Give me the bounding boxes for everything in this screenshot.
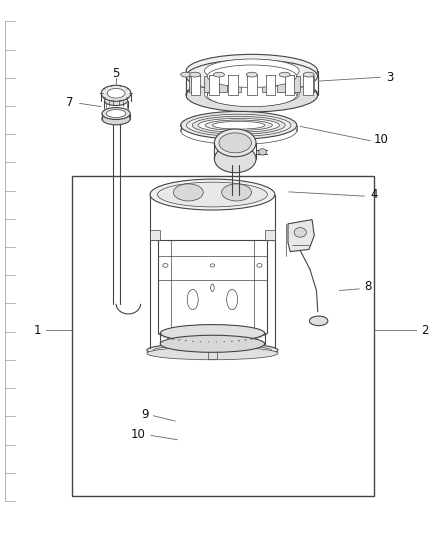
Bar [204, 76, 212, 92]
Bar [208, 351, 217, 359]
Text: 10: 10 [131, 428, 146, 441]
Bar [285, 75, 294, 95]
Ellipse shape [187, 114, 291, 136]
Polygon shape [150, 230, 159, 240]
Ellipse shape [107, 88, 125, 98]
Ellipse shape [207, 65, 297, 87]
Text: 10: 10 [374, 133, 389, 146]
Ellipse shape [160, 325, 265, 342]
Ellipse shape [205, 59, 299, 83]
Ellipse shape [101, 85, 131, 101]
Ellipse shape [246, 72, 257, 77]
Ellipse shape [150, 179, 275, 210]
Bar [228, 75, 238, 95]
Text: 9: 9 [141, 408, 148, 421]
Ellipse shape [186, 60, 318, 93]
Bar [266, 75, 276, 95]
Polygon shape [288, 220, 314, 252]
Ellipse shape [214, 72, 224, 77]
Ellipse shape [173, 184, 203, 201]
Ellipse shape [227, 289, 237, 310]
Text: 3: 3 [386, 71, 393, 84]
Ellipse shape [106, 110, 126, 118]
Bar [219, 76, 227, 92]
Ellipse shape [160, 335, 265, 352]
Bar [209, 75, 219, 95]
Ellipse shape [294, 228, 307, 237]
Ellipse shape [186, 79, 318, 112]
Ellipse shape [104, 96, 128, 106]
Bar [72, 176, 374, 496]
Bar [189, 76, 198, 92]
Bar [233, 76, 241, 92]
Ellipse shape [180, 111, 297, 139]
Ellipse shape [147, 347, 278, 360]
Bar [247, 75, 257, 95]
Ellipse shape [102, 113, 130, 125]
Ellipse shape [303, 72, 314, 77]
Ellipse shape [207, 84, 297, 107]
Ellipse shape [219, 133, 251, 153]
Ellipse shape [212, 122, 265, 129]
Ellipse shape [102, 108, 130, 119]
Ellipse shape [147, 343, 278, 358]
Ellipse shape [186, 78, 318, 111]
Bar [304, 75, 313, 95]
Ellipse shape [258, 149, 266, 155]
Ellipse shape [186, 54, 318, 87]
Ellipse shape [180, 72, 191, 77]
Bar [248, 76, 256, 92]
Ellipse shape [190, 72, 201, 77]
Bar [306, 76, 314, 92]
Bar [191, 75, 200, 95]
Ellipse shape [222, 184, 251, 201]
Bar [292, 76, 300, 92]
Bar [262, 76, 270, 92]
Ellipse shape [205, 120, 272, 131]
Text: 8: 8 [364, 280, 371, 293]
Ellipse shape [215, 129, 256, 157]
Ellipse shape [153, 345, 272, 356]
Text: 4: 4 [371, 188, 378, 201]
Ellipse shape [215, 145, 256, 173]
Ellipse shape [310, 316, 328, 326]
Bar [277, 76, 285, 92]
Ellipse shape [187, 289, 198, 310]
Ellipse shape [158, 182, 267, 207]
Ellipse shape [192, 116, 285, 134]
Text: 1: 1 [33, 324, 41, 337]
Ellipse shape [205, 83, 299, 106]
Text: 2: 2 [421, 324, 429, 337]
Ellipse shape [198, 118, 279, 132]
Text: 5: 5 [113, 67, 120, 80]
Ellipse shape [211, 284, 214, 292]
Ellipse shape [279, 72, 290, 77]
Text: 7: 7 [66, 96, 74, 109]
Polygon shape [265, 230, 275, 240]
